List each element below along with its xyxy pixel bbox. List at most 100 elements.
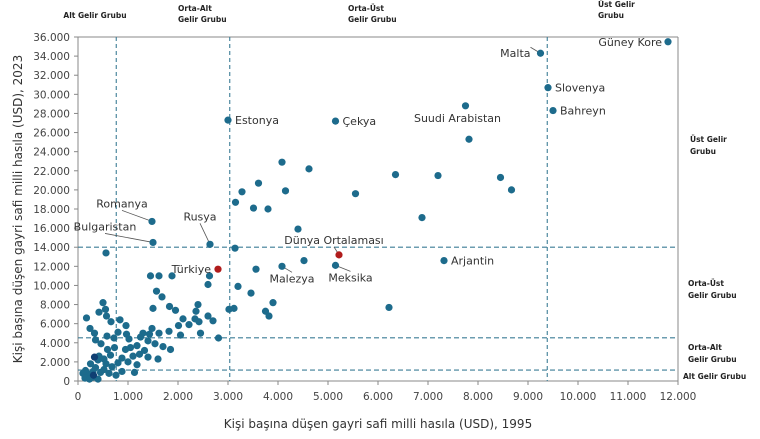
data-point xyxy=(300,257,308,265)
data-point xyxy=(122,321,130,330)
y-tick-label: 8.000 xyxy=(40,300,70,312)
data-point xyxy=(205,272,214,280)
point-label: Estonya xyxy=(235,114,279,127)
data-point xyxy=(116,316,124,324)
data-point xyxy=(118,367,126,376)
y-tick-label: 20.000 xyxy=(33,185,70,197)
point-label: Malezya xyxy=(269,272,314,285)
data-point xyxy=(247,289,255,297)
data-point xyxy=(122,330,131,338)
data-point xyxy=(196,329,205,337)
right-group-label: Alt Gelir Grubu xyxy=(683,372,746,381)
point-label: Suudi Arabistan xyxy=(414,112,501,125)
labeled-point xyxy=(335,251,343,259)
right-group-label: Orta-Alt xyxy=(688,343,722,352)
data-point xyxy=(185,321,193,329)
data-point xyxy=(110,343,119,352)
data-point xyxy=(281,187,290,195)
data-point xyxy=(90,353,99,361)
data-point xyxy=(234,282,242,290)
labeled-point xyxy=(536,49,545,57)
data-point xyxy=(278,158,286,166)
data-point xyxy=(165,302,174,311)
y-tick-label: 22.000 xyxy=(33,166,70,178)
data-point xyxy=(144,353,152,361)
data-point xyxy=(418,214,426,222)
data-point xyxy=(144,337,152,345)
data-point xyxy=(90,329,99,337)
data-point xyxy=(133,361,141,369)
data-point xyxy=(152,287,161,295)
labeled-point xyxy=(461,102,470,110)
data-point xyxy=(225,305,233,313)
data-point xyxy=(89,371,98,379)
x-tick-label: 6.000 xyxy=(363,391,393,403)
data-point xyxy=(265,312,273,320)
y-tick-label: 12.000 xyxy=(33,261,70,273)
data-point xyxy=(103,332,111,340)
labeled-point xyxy=(278,262,286,270)
data-point xyxy=(192,307,200,315)
y-tick-label: 32.000 xyxy=(33,70,70,82)
y-tick-label: 34.000 xyxy=(33,51,70,63)
data-point xyxy=(165,327,173,335)
y-tick-label: 30.000 xyxy=(33,89,70,101)
data-point xyxy=(86,360,95,368)
data-point xyxy=(166,345,175,354)
data-point xyxy=(176,331,185,339)
data-point xyxy=(82,314,91,322)
x-axis-title: Kişi başına düşen gayri safi milli hasıl… xyxy=(224,417,532,431)
data-point xyxy=(101,305,110,313)
x-tick-label: 5.000 xyxy=(313,391,343,403)
x-tick-label: 10.000 xyxy=(560,391,597,403)
top-group-label-line2: Grubu xyxy=(598,11,624,20)
leader-line xyxy=(121,210,153,222)
top-group-label: Üst Gelir xyxy=(598,0,635,9)
point-label: Bahreyn xyxy=(560,105,606,118)
data-point xyxy=(102,249,110,257)
labeled-point xyxy=(224,116,232,124)
data-point xyxy=(155,272,163,280)
data-point xyxy=(99,299,107,307)
top-group-label: Orta-Üst xyxy=(348,4,384,13)
x-tick-label: 0 xyxy=(75,391,82,403)
data-point xyxy=(231,244,239,252)
data-point xyxy=(209,317,217,325)
data-point xyxy=(264,205,272,213)
point-label: Romanya xyxy=(96,197,148,210)
data-point xyxy=(112,371,120,379)
right-group-label-line2: Gelir Grubu xyxy=(688,291,737,300)
y-tick-label: 36.000 xyxy=(33,32,70,44)
x-tick-label: 4.000 xyxy=(263,391,293,403)
point-label: Dünya Ortalaması xyxy=(284,234,383,247)
y-tick-label: 10.000 xyxy=(33,280,70,292)
data-point xyxy=(507,186,516,194)
data-point xyxy=(106,351,115,359)
right-group-label: Üst Gelir xyxy=(690,135,727,144)
data-point xyxy=(145,330,154,338)
data-point xyxy=(159,343,167,351)
data-point xyxy=(465,135,473,143)
data-point xyxy=(108,363,116,371)
data-point xyxy=(95,308,103,316)
data-point xyxy=(133,342,141,350)
y-tick-label: 26.000 xyxy=(33,128,70,140)
data-point xyxy=(155,329,163,337)
data-point xyxy=(97,340,105,348)
data-point xyxy=(252,265,260,273)
x-tick-label: 9.000 xyxy=(513,391,543,403)
labeled-point xyxy=(331,261,340,269)
data-point xyxy=(179,315,187,323)
data-point xyxy=(194,300,202,309)
data-point xyxy=(351,190,360,198)
point-label: Çekya xyxy=(343,115,377,128)
data-point xyxy=(496,173,505,182)
y-axis-ticks: 0 2.000 4.000 6.000 8.000 10.000 12.000 14.000 1… xyxy=(33,32,78,388)
x-tick-label: 2.000 xyxy=(163,391,193,403)
y-tick-label: 28.000 xyxy=(33,108,70,120)
data-point xyxy=(114,359,122,367)
y-tick-label: 24.000 xyxy=(33,147,70,159)
y-tick-label: 4.000 xyxy=(40,338,70,350)
leader-line xyxy=(199,223,211,245)
